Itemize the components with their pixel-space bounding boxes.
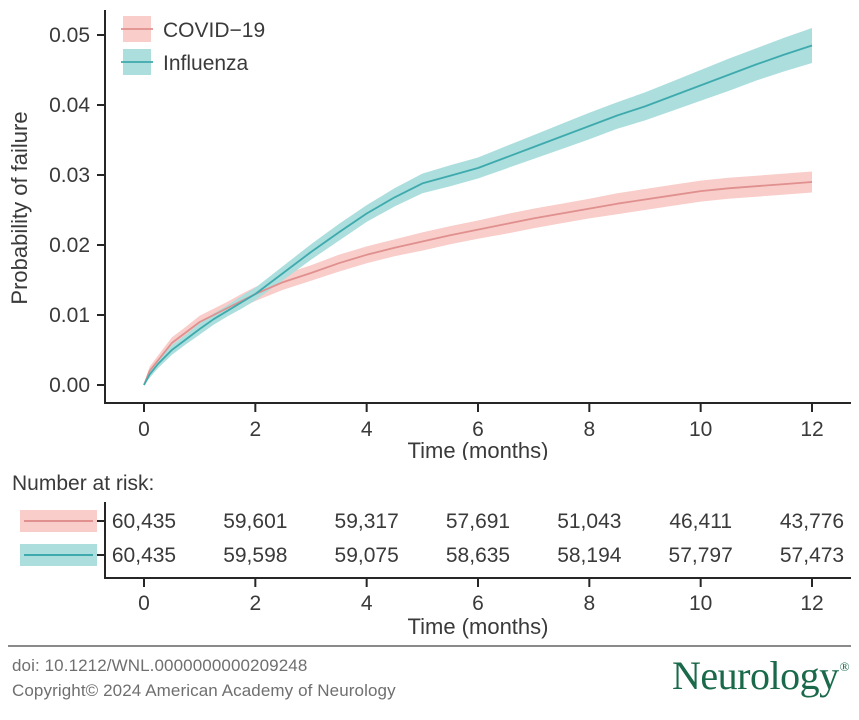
failure-probability-chart: 0.00 0.01 0.02 0.03 0.04 0.05 0 2 4 6 8 10 12 Time (m… <box>7 10 851 460</box>
risk-count: 59,317 <box>335 510 399 533</box>
y-tick-label: 0.00 <box>49 374 90 397</box>
risk-x-tick-label: 2 <box>249 592 261 615</box>
number-at-risk-table: Number at risk: 60,435 59,601 59,317 57,691 5… <box>12 472 851 639</box>
y-tick-label: 0.03 <box>49 164 90 187</box>
x-tick-label: 6 <box>472 418 484 441</box>
risk-count: 59,598 <box>223 544 287 567</box>
risk-count: 43,776 <box>780 510 844 533</box>
x-tick-label: 4 <box>361 418 373 441</box>
legend-label: COVID−19 <box>163 19 265 42</box>
registered-trademark-icon: ® <box>839 659 850 674</box>
risk-count: 60,435 <box>112 510 176 533</box>
doi-text: doi: 10.1212/WNL.0000000000209248 <box>12 656 308 675</box>
x-tick-label: 10 <box>689 418 712 441</box>
legend-label: Influenza <box>163 52 249 75</box>
y-tick-label: 0.04 <box>49 94 90 117</box>
x-tick-label: 0 <box>138 418 150 441</box>
footer-divider <box>8 645 851 647</box>
risk-count: 58,635 <box>446 544 510 567</box>
ci-band-influenza <box>144 28 812 385</box>
neurology-logo: Neurology® <box>672 656 849 696</box>
x-tick-label: 8 <box>583 418 595 441</box>
risk-x-tick-label: 6 <box>472 592 484 615</box>
risk-table-title: Number at risk: <box>12 472 154 495</box>
footer: doi: 10.1212/WNL.0000000000209248 Copyri… <box>0 645 859 703</box>
risk-x-tick-label: 4 <box>361 592 373 615</box>
curve-covid <box>143 181 813 386</box>
x-tick-label: 2 <box>249 418 261 441</box>
x-tick-label: 12 <box>800 418 823 441</box>
risk-count: 57,797 <box>669 544 733 567</box>
risk-count: 57,691 <box>446 510 510 533</box>
risk-x-tick-label: 12 <box>800 592 823 615</box>
y-axis-title: Probability of failure <box>7 111 32 304</box>
y-tick-label: 0.02 <box>49 234 90 257</box>
risk-count: 57,473 <box>780 544 844 567</box>
neurology-logo-text: Neurology <box>672 653 839 698</box>
risk-count: 51,043 <box>557 510 621 533</box>
risk-count: 58,194 <box>557 544 622 567</box>
risk-count: 60,435 <box>112 544 176 567</box>
y-tick-label: 0.01 <box>49 304 90 327</box>
curve-influenza <box>143 44 813 386</box>
ci-band-covid <box>144 171 812 385</box>
x-axis-title: Time (months) <box>408 438 549 460</box>
risk-x-tick-label: 8 <box>583 592 595 615</box>
y-tick-label: 0.05 <box>49 24 90 47</box>
footer-text-block: doi: 10.1212/WNL.0000000000209248 Copyri… <box>12 654 396 703</box>
risk-count: 59,601 <box>223 510 287 533</box>
risk-x-axis-title: Time (months) <box>408 614 549 639</box>
risk-count: 46,411 <box>669 510 732 533</box>
copyright-text: Copyright© 2024 American Academy of Neur… <box>12 680 396 700</box>
risk-x-tick-label: 10 <box>689 592 712 615</box>
risk-x-tick-label: 0 <box>138 592 150 615</box>
risk-count: 59,075 <box>335 544 399 567</box>
